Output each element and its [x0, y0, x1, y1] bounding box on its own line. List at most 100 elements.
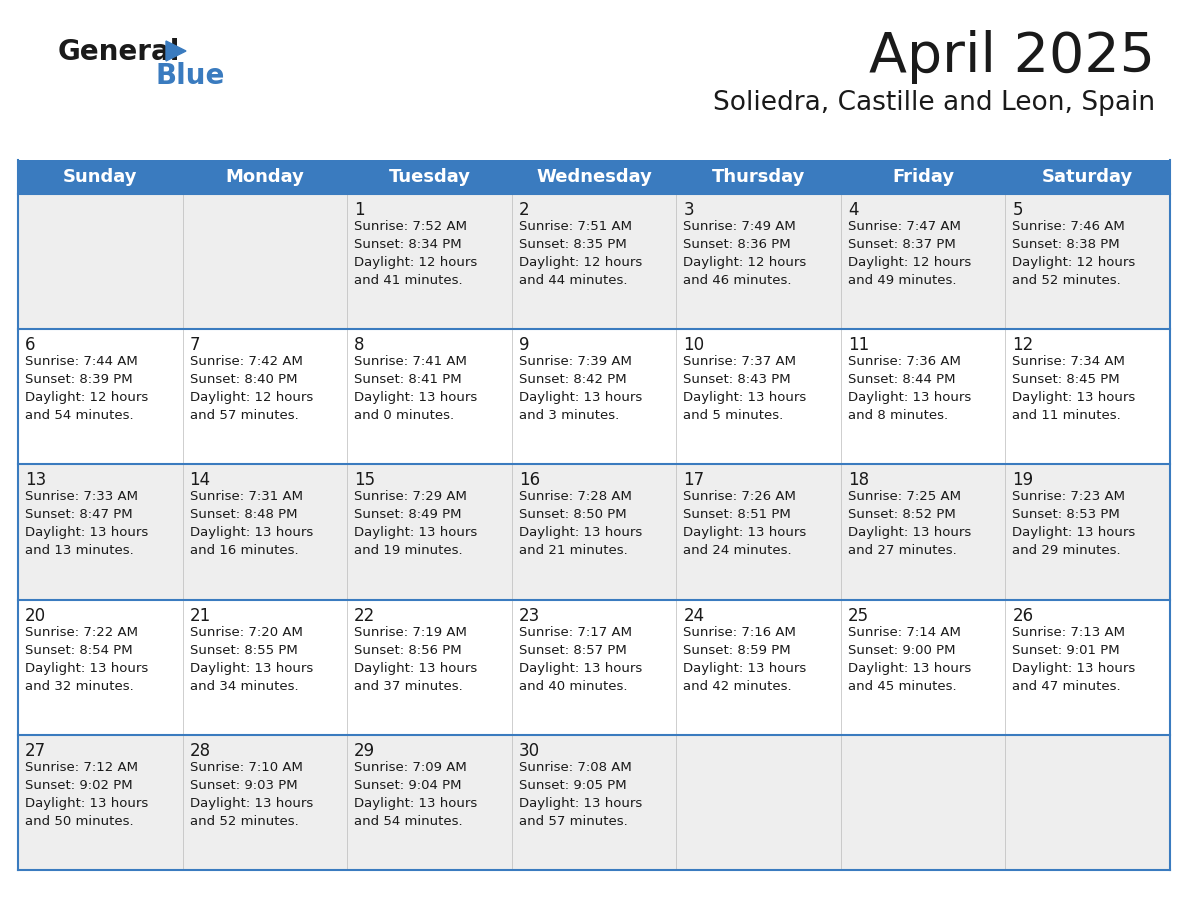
Bar [18, 465, 1170, 599]
Text: 7: 7 [190, 336, 200, 354]
Polygon shape [166, 41, 187, 61]
Text: Daylight: 12 hours: Daylight: 12 hours [683, 256, 807, 269]
Text: Daylight: 12 hours: Daylight: 12 hours [1012, 256, 1136, 269]
Text: Tuesday: Tuesday [388, 168, 470, 186]
Text: 21: 21 [190, 607, 210, 624]
Text: and 54 minutes.: and 54 minutes. [25, 409, 133, 422]
Text: and 52 minutes.: and 52 minutes. [190, 815, 298, 828]
Text: Daylight: 13 hours: Daylight: 13 hours [683, 526, 807, 540]
Text: 3: 3 [683, 201, 694, 219]
Text: Daylight: 13 hours: Daylight: 13 hours [190, 526, 312, 540]
Text: Sunset: 8:50 PM: Sunset: 8:50 PM [519, 509, 626, 521]
Text: Sunset: 8:55 PM: Sunset: 8:55 PM [190, 644, 297, 656]
Text: Sunrise: 7:39 AM: Sunrise: 7:39 AM [519, 355, 632, 368]
Text: 13: 13 [25, 472, 46, 489]
Text: Daylight: 13 hours: Daylight: 13 hours [190, 662, 312, 675]
Text: Sunset: 8:57 PM: Sunset: 8:57 PM [519, 644, 626, 656]
Text: Sunrise: 7:20 AM: Sunrise: 7:20 AM [190, 625, 303, 639]
Text: 28: 28 [190, 742, 210, 760]
Bar [18, 734, 1170, 870]
Text: Sunrise: 7:31 AM: Sunrise: 7:31 AM [190, 490, 303, 503]
Text: and 57 minutes.: and 57 minutes. [519, 815, 627, 828]
Text: and 50 minutes.: and 50 minutes. [25, 815, 133, 828]
Text: Sunrise: 7:12 AM: Sunrise: 7:12 AM [25, 761, 138, 774]
Text: Sunset: 8:49 PM: Sunset: 8:49 PM [354, 509, 462, 521]
Text: Sunset: 8:43 PM: Sunset: 8:43 PM [683, 374, 791, 386]
Text: and 57 minutes.: and 57 minutes. [190, 409, 298, 422]
Text: Sunset: 8:41 PM: Sunset: 8:41 PM [354, 374, 462, 386]
Text: and 5 minutes.: and 5 minutes. [683, 409, 784, 422]
Text: Daylight: 12 hours: Daylight: 12 hours [848, 256, 971, 269]
Text: and 42 minutes.: and 42 minutes. [683, 679, 792, 692]
Text: 10: 10 [683, 336, 704, 354]
Text: 2: 2 [519, 201, 530, 219]
Text: Sunrise: 7:14 AM: Sunrise: 7:14 AM [848, 625, 961, 639]
Text: and 13 minutes.: and 13 minutes. [25, 544, 134, 557]
Bar [18, 330, 1170, 465]
Text: Sunset: 9:04 PM: Sunset: 9:04 PM [354, 778, 462, 792]
Text: Daylight: 12 hours: Daylight: 12 hours [354, 256, 478, 269]
Text: 15: 15 [354, 472, 375, 489]
Text: and 0 minutes.: and 0 minutes. [354, 409, 454, 422]
Text: Daylight: 12 hours: Daylight: 12 hours [519, 256, 642, 269]
Text: Sunrise: 7:17 AM: Sunrise: 7:17 AM [519, 625, 632, 639]
Text: 25: 25 [848, 607, 868, 624]
Text: Daylight: 13 hours: Daylight: 13 hours [190, 797, 312, 810]
Text: Sunset: 8:42 PM: Sunset: 8:42 PM [519, 374, 626, 386]
Text: Sunset: 9:00 PM: Sunset: 9:00 PM [848, 644, 955, 656]
Text: Daylight: 13 hours: Daylight: 13 hours [519, 526, 642, 540]
Text: Sunrise: 7:51 AM: Sunrise: 7:51 AM [519, 220, 632, 233]
Text: Daylight: 13 hours: Daylight: 13 hours [1012, 391, 1136, 404]
Text: Sunset: 9:05 PM: Sunset: 9:05 PM [519, 778, 626, 792]
Text: 18: 18 [848, 472, 868, 489]
Text: and 24 minutes.: and 24 minutes. [683, 544, 792, 557]
Text: Sunset: 8:48 PM: Sunset: 8:48 PM [190, 509, 297, 521]
Text: Daylight: 13 hours: Daylight: 13 hours [354, 662, 478, 675]
Text: Daylight: 13 hours: Daylight: 13 hours [1012, 662, 1136, 675]
Text: and 34 minutes.: and 34 minutes. [190, 679, 298, 692]
Text: Sunrise: 7:08 AM: Sunrise: 7:08 AM [519, 761, 632, 774]
Text: 1: 1 [354, 201, 365, 219]
Text: Thursday: Thursday [712, 168, 805, 186]
Text: and 52 minutes.: and 52 minutes. [1012, 274, 1121, 287]
Text: Daylight: 13 hours: Daylight: 13 hours [683, 391, 807, 404]
Text: Sunrise: 7:34 AM: Sunrise: 7:34 AM [1012, 355, 1125, 368]
Text: Daylight: 13 hours: Daylight: 13 hours [354, 391, 478, 404]
Text: 24: 24 [683, 607, 704, 624]
Bar [18, 160, 1170, 194]
Text: Monday: Monday [226, 168, 304, 186]
Text: Daylight: 13 hours: Daylight: 13 hours [1012, 526, 1136, 540]
Text: Daylight: 12 hours: Daylight: 12 hours [25, 391, 148, 404]
Text: Sunset: 8:35 PM: Sunset: 8:35 PM [519, 238, 626, 251]
Text: Daylight: 13 hours: Daylight: 13 hours [848, 526, 971, 540]
Text: Daylight: 13 hours: Daylight: 13 hours [354, 797, 478, 810]
Text: Sunrise: 7:16 AM: Sunrise: 7:16 AM [683, 625, 796, 639]
Text: Daylight: 13 hours: Daylight: 13 hours [519, 797, 642, 810]
Text: 6: 6 [25, 336, 36, 354]
Text: and 54 minutes.: and 54 minutes. [354, 815, 463, 828]
Text: 14: 14 [190, 472, 210, 489]
Text: Daylight: 13 hours: Daylight: 13 hours [848, 662, 971, 675]
Text: and 49 minutes.: and 49 minutes. [848, 274, 956, 287]
Text: Sunset: 8:44 PM: Sunset: 8:44 PM [848, 374, 955, 386]
Text: Daylight: 13 hours: Daylight: 13 hours [519, 662, 642, 675]
Text: 4: 4 [848, 201, 859, 219]
Text: Daylight: 13 hours: Daylight: 13 hours [25, 797, 148, 810]
Text: Daylight: 13 hours: Daylight: 13 hours [25, 662, 148, 675]
Text: Daylight: 13 hours: Daylight: 13 hours [354, 526, 478, 540]
Text: 22: 22 [354, 607, 375, 624]
Text: 11: 11 [848, 336, 870, 354]
Text: Sunrise: 7:41 AM: Sunrise: 7:41 AM [354, 355, 467, 368]
Text: Sunset: 8:39 PM: Sunset: 8:39 PM [25, 374, 133, 386]
Text: Sunset: 8:59 PM: Sunset: 8:59 PM [683, 644, 791, 656]
Text: and 27 minutes.: and 27 minutes. [848, 544, 956, 557]
Text: Sunset: 8:38 PM: Sunset: 8:38 PM [1012, 238, 1120, 251]
Text: Sunday: Sunday [63, 168, 138, 186]
Text: Sunrise: 7:46 AM: Sunrise: 7:46 AM [1012, 220, 1125, 233]
Text: Sunset: 8:53 PM: Sunset: 8:53 PM [1012, 509, 1120, 521]
Text: and 41 minutes.: and 41 minutes. [354, 274, 463, 287]
Text: and 46 minutes.: and 46 minutes. [683, 274, 791, 287]
Text: Daylight: 13 hours: Daylight: 13 hours [848, 391, 971, 404]
Text: Sunrise: 7:47 AM: Sunrise: 7:47 AM [848, 220, 961, 233]
Text: Sunrise: 7:09 AM: Sunrise: 7:09 AM [354, 761, 467, 774]
